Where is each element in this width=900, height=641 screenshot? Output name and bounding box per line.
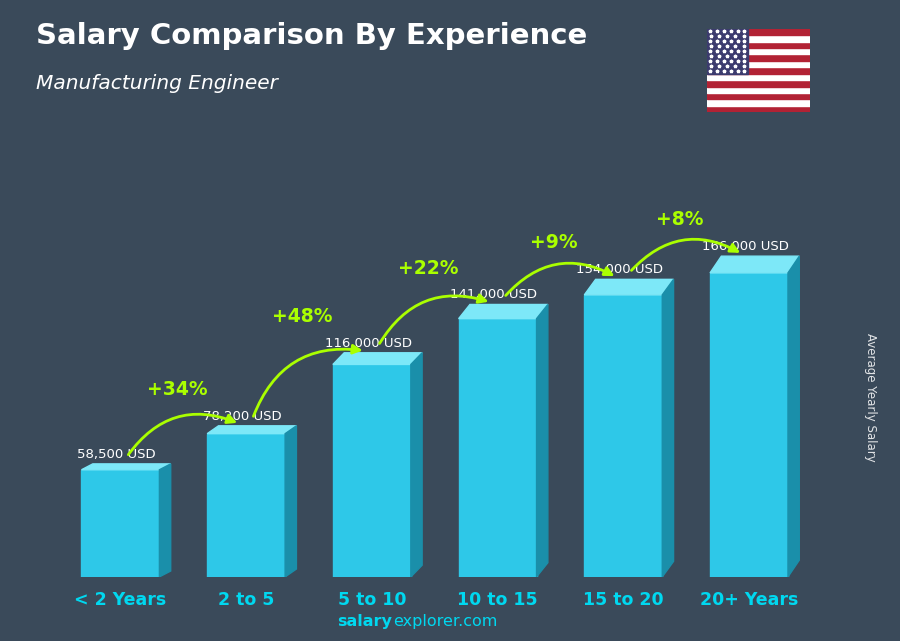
Polygon shape <box>584 279 673 295</box>
Text: 141,000 USD: 141,000 USD <box>450 288 537 301</box>
Text: 78,200 USD: 78,200 USD <box>203 410 282 422</box>
Bar <box>706 29 748 74</box>
Bar <box>706 29 810 35</box>
Bar <box>706 48 810 54</box>
Text: 116,000 USD: 116,000 USD <box>325 337 411 350</box>
Bar <box>706 54 810 61</box>
Polygon shape <box>159 464 171 577</box>
Bar <box>706 35 810 42</box>
Bar <box>207 434 285 577</box>
Bar <box>82 470 159 577</box>
Bar <box>706 87 810 93</box>
Text: +34%: +34% <box>147 380 207 399</box>
Bar <box>706 74 810 80</box>
Bar <box>710 273 788 577</box>
Polygon shape <box>536 304 548 577</box>
Text: +9%: +9% <box>530 233 578 253</box>
Bar <box>459 319 536 577</box>
Bar <box>706 61 810 67</box>
Polygon shape <box>662 279 673 577</box>
Polygon shape <box>459 304 548 319</box>
Bar <box>584 295 662 577</box>
Text: 154,000 USD: 154,000 USD <box>576 263 663 276</box>
Text: +48%: +48% <box>273 307 333 326</box>
Polygon shape <box>710 256 799 273</box>
Bar <box>706 99 810 106</box>
Text: Salary Comparison By Experience: Salary Comparison By Experience <box>36 22 587 51</box>
Polygon shape <box>333 353 422 365</box>
Polygon shape <box>285 426 296 577</box>
Text: +8%: +8% <box>656 210 704 229</box>
Bar <box>706 42 810 48</box>
Text: +22%: +22% <box>398 258 459 278</box>
Text: salary: salary <box>337 615 392 629</box>
Polygon shape <box>788 256 799 577</box>
Text: Manufacturing Engineer: Manufacturing Engineer <box>36 74 278 93</box>
Text: 166,000 USD: 166,000 USD <box>702 240 788 253</box>
Bar <box>333 365 410 577</box>
Bar <box>706 106 810 112</box>
Bar <box>706 80 810 87</box>
Text: 58,500 USD: 58,500 USD <box>77 448 156 461</box>
Polygon shape <box>410 353 422 577</box>
Bar <box>706 93 810 99</box>
Polygon shape <box>82 464 171 470</box>
Bar <box>706 67 810 74</box>
Text: explorer.com: explorer.com <box>393 615 498 629</box>
Text: Average Yearly Salary: Average Yearly Salary <box>865 333 878 462</box>
Polygon shape <box>207 426 296 434</box>
